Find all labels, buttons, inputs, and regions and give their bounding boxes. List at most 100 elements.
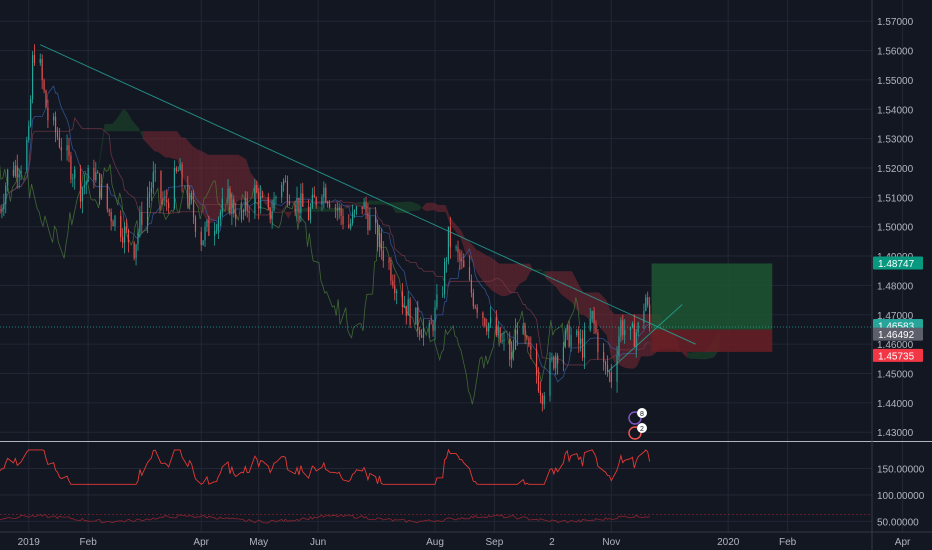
candle-body (537, 375, 540, 392)
candle-body (93, 168, 95, 181)
cloud-segment (610, 310, 615, 363)
candle (5, 182, 7, 214)
candle-body (488, 323, 490, 332)
candle-body (20, 170, 22, 174)
candle (133, 241, 135, 261)
candle (81, 186, 83, 214)
candle-body (233, 199, 235, 214)
cloud-segment (196, 148, 205, 216)
candle (375, 206, 377, 235)
candle (327, 200, 329, 208)
candle-body (177, 170, 179, 172)
candle-body (476, 307, 478, 313)
candle (551, 352, 553, 363)
candle (221, 187, 223, 217)
price-tick-label: 1.54000 (877, 105, 914, 116)
candle-body (380, 233, 382, 251)
candle (148, 181, 151, 208)
candle (645, 294, 647, 312)
cloud-segment (391, 202, 396, 214)
candle-body (133, 242, 135, 259)
cloud-segment (487, 256, 492, 291)
candle-body (633, 323, 635, 347)
candle-body (58, 137, 61, 148)
profit-zone[interactable] (651, 263, 773, 330)
candle-body (189, 192, 191, 206)
price-tick-label: 1.47000 (877, 311, 914, 322)
candle-body (526, 336, 528, 338)
candle (39, 53, 41, 66)
event-markers[interactable]: 82 (628, 408, 647, 440)
cloud-segment (598, 292, 607, 336)
candle-body (246, 198, 248, 211)
candle-body (604, 362, 607, 365)
price-tag-label: 1.46583 (878, 322, 915, 333)
candle (173, 160, 175, 210)
short-uptrend-line[interactable] (607, 304, 683, 373)
candle (461, 250, 463, 270)
cloud-segment (330, 207, 339, 212)
oscillator-axis[interactable]: 150.00000 100.00000 50.00000 (877, 464, 925, 528)
candle-body (152, 172, 154, 188)
long-position-tool[interactable] (651, 263, 773, 352)
candle (340, 204, 342, 226)
cloud-segment (150, 131, 155, 152)
candle-body (256, 185, 258, 193)
candle (472, 288, 474, 310)
candle-body (419, 329, 421, 335)
cloud-segment (679, 350, 688, 358)
candle (608, 369, 610, 383)
news-marker-icon[interactable]: 8 (628, 408, 647, 425)
candle-body (45, 90, 47, 108)
candle-body (283, 180, 285, 185)
candle-body (622, 320, 624, 336)
candle (581, 329, 584, 361)
candle (618, 327, 620, 361)
candle (649, 296, 651, 332)
earnings-marker-icon[interactable]: 2 (628, 423, 647, 440)
candle-body (150, 187, 152, 193)
cloud-segment (445, 204, 450, 224)
candle-body (649, 304, 651, 326)
candle (106, 183, 108, 213)
candle (629, 326, 632, 341)
candle (175, 166, 177, 174)
candle (443, 257, 446, 299)
candle-body (340, 207, 342, 216)
downtrend-line[interactable] (40, 44, 696, 345)
candle-body (420, 334, 423, 338)
candle-body (603, 352, 605, 363)
loss-zone[interactable] (651, 329, 773, 352)
candle (482, 311, 484, 327)
candle (261, 190, 264, 198)
cloud-segment (476, 249, 481, 278)
candle (417, 300, 419, 338)
candle-body (468, 267, 471, 280)
candle-body (231, 199, 233, 214)
cloud-segment (234, 154, 239, 206)
candle-body (635, 332, 637, 347)
cloud-segment (560, 271, 569, 300)
candle-body (240, 210, 243, 220)
price-tick-label: 1.46000 (877, 340, 914, 351)
candle-body (430, 323, 432, 325)
cloud-segment (480, 251, 488, 287)
time-axis[interactable]: 2019 Feb Apr May Jun Aug Sep 2 Nov 2020 Feb Apr (0, 531, 932, 548)
candle (409, 297, 411, 329)
candle (403, 295, 405, 309)
candle-body (457, 247, 459, 253)
candle (179, 158, 181, 171)
time-tick-label: May (249, 537, 268, 548)
candle (120, 210, 122, 242)
candle-body (70, 155, 72, 180)
candle-body (114, 215, 116, 227)
candle (164, 190, 166, 207)
price-tick-label: 1.43000 (877, 428, 914, 439)
cloud-segment (250, 171, 258, 199)
candle-body (235, 213, 237, 220)
candle-body (162, 198, 164, 201)
candle (110, 208, 112, 231)
candle (578, 326, 580, 353)
candle-body (463, 260, 465, 268)
